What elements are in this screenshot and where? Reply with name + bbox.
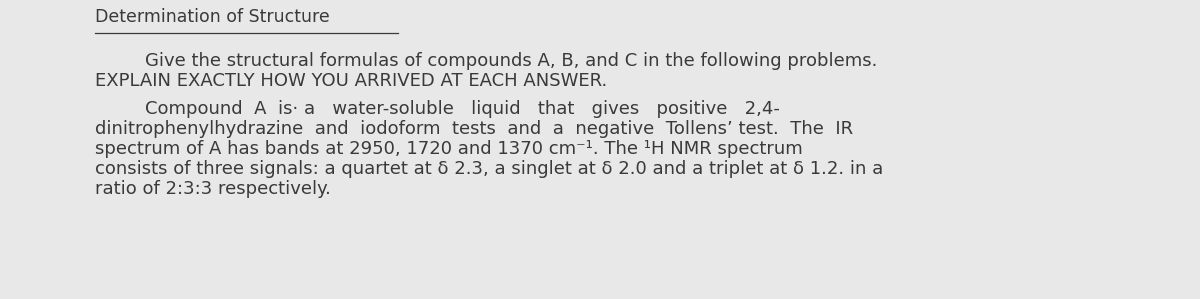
Text: spectrum of A has bands at 2950, 1720 and 1370 cm⁻¹. The ¹H NMR spectrum: spectrum of A has bands at 2950, 1720 an…	[95, 140, 803, 158]
Text: ratio of 2:3:3 respectively.: ratio of 2:3:3 respectively.	[95, 180, 331, 198]
Text: Give the structural formulas of compounds A, B, and C in the following problems.: Give the structural formulas of compound…	[145, 52, 877, 70]
Text: dinitrophenylhydrazine  and  iodoform  tests  and  a  negative  Tollens’ test.  : dinitrophenylhydrazine and iodoform test…	[95, 120, 853, 138]
Text: Compound  A  is· a   water-soluble   liquid   that   gives   positive   2,4-: Compound A is· a water-soluble liquid th…	[145, 100, 780, 118]
Text: consists of three signals: a quartet at δ 2.3, a singlet at δ 2.0 and a triplet : consists of three signals: a quartet at …	[95, 160, 883, 178]
Text: Determination of Structure: Determination of Structure	[95, 8, 330, 26]
Text: EXPLAIN EXACTLY HOW YOU ARRIVED AT EACH ANSWER.: EXPLAIN EXACTLY HOW YOU ARRIVED AT EACH …	[95, 72, 607, 90]
